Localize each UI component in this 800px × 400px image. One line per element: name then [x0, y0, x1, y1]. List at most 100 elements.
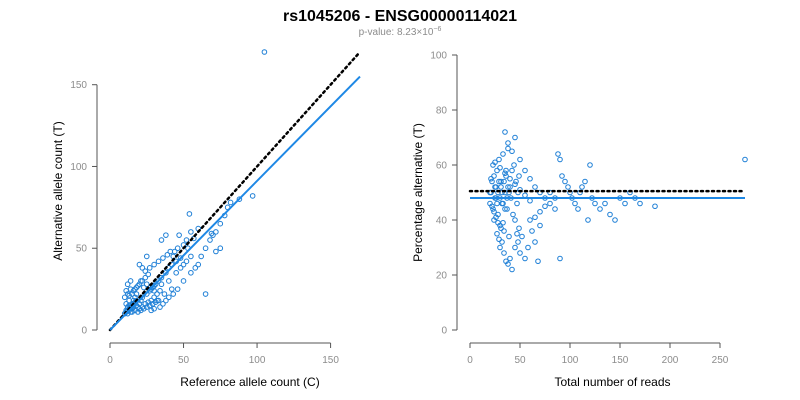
data-point: [510, 211, 516, 218]
subtitle-prefix: p-value: 8.23×10: [359, 27, 434, 38]
data-point: [168, 286, 175, 292]
data-point: [139, 304, 146, 310]
data-point: [155, 258, 162, 265]
data-point: [174, 286, 181, 292]
data-point: [602, 200, 608, 207]
data-point: [213, 229, 219, 235]
data-point: [488, 189, 494, 196]
x-tick-label: 150: [612, 355, 629, 366]
data-point: [149, 284, 156, 291]
data-point: [129, 291, 135, 297]
data-point: [186, 211, 193, 217]
data-point: [123, 301, 129, 307]
data-point: [555, 151, 561, 157]
data-point: [489, 178, 495, 185]
x-tick-label: 200: [662, 355, 679, 366]
data-point: [124, 281, 131, 288]
data-point: [148, 286, 154, 292]
x-axis-label: Total number of reads: [554, 375, 670, 389]
data-point: [202, 245, 209, 252]
data-point: [164, 251, 171, 258]
data-point: [557, 156, 563, 163]
data-point: [217, 220, 224, 227]
data-point: [502, 206, 508, 212]
data-point: [157, 287, 163, 294]
data-point: [195, 261, 202, 268]
data-point: [527, 175, 533, 182]
data-point: [529, 228, 535, 234]
data-point: [516, 173, 522, 179]
data-point: [515, 239, 521, 245]
data-point: [500, 151, 506, 157]
data-point: [142, 301, 149, 307]
x-tick-label: 50: [178, 355, 190, 366]
data-point: [575, 206, 581, 212]
data-point: [496, 156, 502, 163]
data-point: [582, 178, 588, 185]
data-point: [151, 294, 157, 301]
data-point: [522, 167, 528, 174]
data-point: [607, 211, 613, 218]
data-point: [493, 214, 499, 221]
data-point: [132, 286, 138, 292]
data-point: [622, 200, 628, 207]
y-tick-label: 0: [441, 326, 447, 337]
data-point: [504, 206, 510, 212]
data-point: [502, 129, 508, 135]
data-point: [136, 261, 143, 268]
data-point: [505, 145, 511, 152]
data-point: [509, 148, 515, 155]
data-point: [557, 255, 563, 262]
data-point: [597, 206, 603, 212]
data-point: [130, 287, 137, 294]
data-point: [491, 208, 497, 215]
data-point: [180, 261, 187, 268]
data-point: [207, 237, 213, 243]
data-point: [506, 233, 512, 240]
data-point: [496, 236, 502, 243]
y-tick-label: 150: [70, 80, 87, 91]
data-point: [135, 309, 141, 315]
data-point: [183, 258, 190, 265]
data-point: [138, 307, 144, 314]
data-point: [145, 271, 152, 278]
data-point: [499, 239, 505, 245]
data-point: [532, 239, 538, 245]
data-point: [142, 268, 149, 274]
data-point: [158, 281, 165, 288]
data-point: [133, 284, 140, 291]
data-point: [148, 307, 154, 314]
data-point: [514, 200, 520, 207]
data-point: [507, 255, 513, 262]
data-point: [261, 49, 268, 55]
y-axis-label: Alternative allele count (T): [51, 121, 65, 260]
data-point: [188, 269, 194, 276]
data-point: [163, 269, 169, 276]
data-point: [177, 255, 184, 261]
data-point: [512, 181, 518, 188]
data-point: [154, 291, 160, 297]
data-point: [494, 167, 500, 174]
data-point: [532, 214, 538, 221]
x-tick-label: 100: [562, 355, 579, 366]
data-point: [148, 297, 154, 304]
data-point: [188, 253, 194, 260]
data-point: [509, 266, 515, 273]
data-point: [135, 283, 141, 289]
data-point: [136, 305, 143, 312]
data-point: [512, 134, 518, 141]
data-point: [157, 304, 163, 310]
data-point: [532, 184, 538, 190]
data-point: [500, 200, 506, 207]
data-point: [494, 230, 500, 237]
data-point: [154, 297, 160, 304]
subtitle-exponent: −6: [433, 26, 441, 33]
y-tick-label: 0: [81, 326, 87, 337]
data-point: [519, 233, 525, 240]
data-point: [127, 278, 134, 284]
data-point: [542, 203, 548, 210]
data-point: [198, 253, 204, 260]
data-point: [513, 178, 519, 185]
identity-reference-line: [108, 50, 362, 332]
